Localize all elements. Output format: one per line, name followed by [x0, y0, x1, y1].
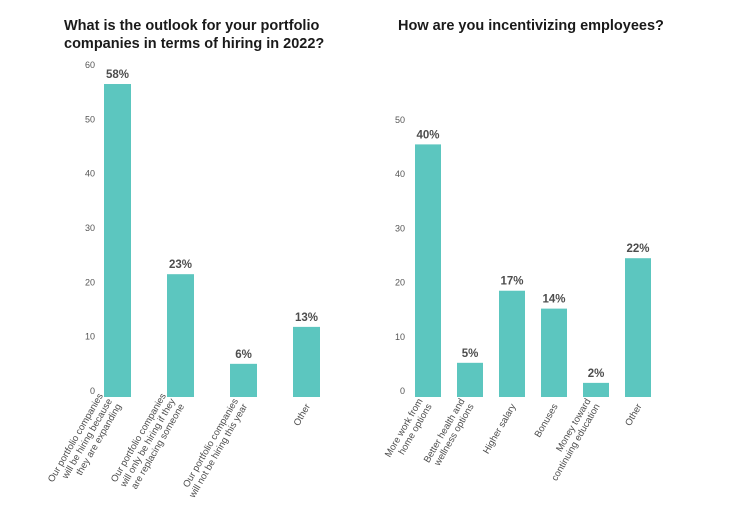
incentives-value-label-more-work-from-home-options: 40% [416, 129, 439, 141]
incentives-value-label-other: 22% [626, 243, 649, 255]
incentives-y-tick-40: 40 [395, 169, 405, 179]
hiring-bar-our-portfolio-companies-will-be-hiring-b [104, 84, 131, 398]
hiring-y-tick-20: 20 [85, 277, 95, 287]
hiring-bar-our-portfolio-companies-will-not-be-hiri [230, 363, 257, 397]
incentives-y-tick-10: 10 [395, 332, 405, 342]
incentives-value-label-money-toward-continuing-education: 2% [588, 368, 605, 380]
incentives-bar-other [625, 258, 651, 397]
incentives-bar-money-toward-continuing-education [583, 382, 609, 397]
incentives-value-label-better-health-and-wellness-options: 5% [462, 348, 479, 360]
hiring-bar-other [293, 326, 320, 397]
hiring-y-tick-40: 40 [85, 169, 95, 179]
incentives-y-tick-0: 0 [400, 386, 405, 396]
incentives-category-label-bonuses: Bonuses [533, 402, 561, 440]
incentives-bar-higher-salary [499, 290, 525, 397]
hiring-bar-our-portfolio-companies-will-only-be-hir [167, 274, 194, 397]
chart-title-incentives: How are you incentivizing employees? [398, 18, 664, 34]
hiring-value-label-our-portfolio-companies-will-be-hiring-b: 58% [106, 69, 129, 81]
incentives-category-label-higher-salary: Higher salary [481, 402, 519, 456]
incentives-bar-bonuses [541, 308, 567, 397]
hiring-y-tick-10: 10 [85, 332, 95, 342]
hiring-value-label-other: 13% [295, 312, 318, 324]
incentives-bar-more-work-from-home-options [415, 144, 441, 397]
hiring-value-label-our-portfolio-companies-will-not-be-hiri: 6% [235, 349, 252, 361]
incentives-y-tick-30: 30 [395, 223, 405, 233]
incentives-value-label-higher-salary: 17% [500, 276, 523, 288]
hiring-y-tick-60: 60 [85, 60, 95, 70]
incentives-y-tick-50: 50 [395, 115, 405, 125]
hiring-y-tick-0: 0 [90, 386, 95, 396]
chart-title-hiring-outlook: What is the outlook for your portfolio c… [64, 18, 325, 52]
incentives-category-label-other: Other [623, 402, 644, 428]
incentives-value-label-bonuses: 14% [542, 294, 565, 306]
hiring-y-tick-30: 30 [85, 223, 95, 233]
hiring-y-tick-50: 50 [85, 114, 95, 124]
incentives-y-tick-20: 20 [395, 278, 405, 288]
incentives-bar-better-health-and-wellness-options [457, 362, 483, 397]
hiring-value-label-our-portfolio-companies-will-only-be-hir: 23% [169, 259, 192, 271]
